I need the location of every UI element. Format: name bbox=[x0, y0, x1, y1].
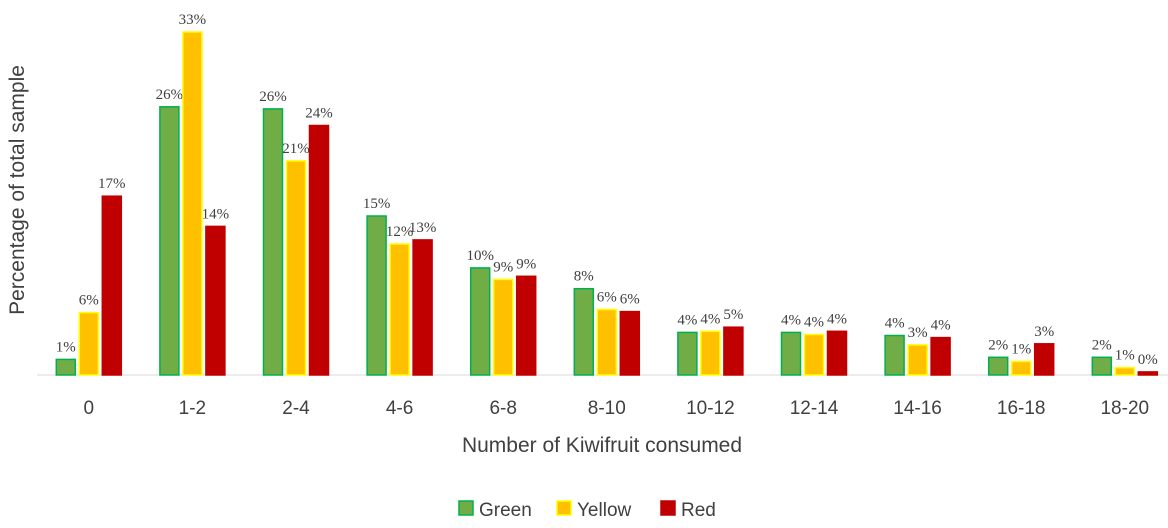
data-label-red: 3% bbox=[1034, 324, 1054, 340]
data-label-green: 2% bbox=[1092, 337, 1112, 353]
data-label-green: 1% bbox=[56, 339, 76, 355]
bar-green bbox=[262, 108, 284, 376]
bars-group: 1%6%17%26%33%14%26%21%24%15%12%13%10%9% 9… bbox=[55, 12, 1159, 376]
bar-red bbox=[826, 330, 848, 376]
bar-red bbox=[308, 124, 330, 376]
bar-red bbox=[619, 310, 641, 376]
legend-label-red: Red bbox=[681, 500, 716, 521]
data-label-green: 2% bbox=[988, 337, 1008, 353]
data-label-red: 13% bbox=[409, 220, 437, 236]
x-tick-label: 10-12 bbox=[686, 398, 735, 419]
x-axis-title: Number of Kiwifruit consumed bbox=[462, 434, 742, 457]
bar-green bbox=[366, 215, 387, 376]
y-axis-title: Percentage of total sample bbox=[6, 65, 29, 315]
bar-green bbox=[987, 356, 1009, 376]
data-label-green: 26% bbox=[259, 89, 287, 105]
data-label-yellow: 1% bbox=[1011, 342, 1031, 358]
data-label-red: 4% bbox=[827, 311, 847, 327]
bar-red bbox=[412, 239, 433, 376]
legend-swatch-yellow bbox=[556, 500, 572, 516]
x-tick-label: 18-20 bbox=[1100, 398, 1149, 419]
bar-yellow bbox=[78, 311, 100, 376]
data-label-red: 4% bbox=[931, 318, 951, 334]
bar-red bbox=[101, 195, 123, 376]
bar-red bbox=[1137, 371, 1159, 376]
data-label-red: 6% bbox=[620, 292, 640, 308]
legend-label-green: Green bbox=[479, 500, 532, 521]
legend: Green Yellow Red bbox=[458, 500, 716, 521]
bar-red bbox=[1033, 343, 1055, 376]
data-label-yellow: 4% bbox=[700, 311, 720, 327]
data-label-red: 24% bbox=[305, 106, 333, 122]
bar-green bbox=[469, 267, 491, 376]
data-label-yellow: 6% bbox=[79, 293, 99, 309]
bar-red bbox=[515, 275, 537, 376]
data-label-red: 5% bbox=[723, 307, 743, 323]
bar-green bbox=[159, 106, 180, 376]
bar-yellow bbox=[285, 160, 307, 376]
data-label-green: 10% bbox=[466, 248, 494, 264]
data-label-green: 4% bbox=[781, 312, 801, 328]
bar-yellow bbox=[907, 344, 928, 376]
bar-green bbox=[1091, 356, 1113, 376]
bar-red bbox=[205, 225, 226, 376]
bar-red bbox=[723, 326, 744, 376]
x-tick-label: 4-6 bbox=[386, 398, 413, 419]
legend-swatch-green bbox=[458, 500, 474, 516]
data-label-yellow: 21% bbox=[282, 141, 310, 157]
bar-green bbox=[780, 331, 802, 376]
data-label-red: 14% bbox=[202, 206, 230, 222]
bar-yellow bbox=[389, 243, 410, 376]
bar-yellow bbox=[1114, 366, 1136, 376]
data-label-red: 9% bbox=[516, 256, 536, 272]
bar-green bbox=[573, 287, 595, 376]
data-label-red: 0% bbox=[1138, 352, 1158, 368]
data-label-green: 26% bbox=[156, 87, 184, 103]
bar-red bbox=[930, 336, 951, 376]
data-label-yellow: 6% bbox=[597, 290, 617, 306]
x-tick-label: 0 bbox=[84, 398, 95, 419]
data-label-yellow: 33% bbox=[179, 12, 207, 28]
bar-yellow bbox=[1010, 360, 1032, 376]
bar-green bbox=[55, 358, 77, 376]
bar-yellow bbox=[182, 31, 203, 376]
bar-green bbox=[677, 331, 698, 376]
data-label-green: 4% bbox=[677, 312, 697, 328]
data-label-yellow: 1% bbox=[1115, 348, 1135, 364]
data-label-yellow: 9% bbox=[493, 259, 513, 275]
data-label-yellow: 4% bbox=[804, 315, 824, 331]
bar-yellow bbox=[700, 330, 721, 376]
bar-green bbox=[884, 334, 905, 376]
x-tick-label: 6-8 bbox=[489, 398, 516, 419]
bar-yellow bbox=[596, 308, 618, 376]
bar-yellow bbox=[803, 333, 825, 376]
data-label-yellow: 12% bbox=[386, 224, 414, 240]
x-tick-label: 2-4 bbox=[282, 398, 310, 419]
x-tick-labels: 0 1-2 2-4 4-6 6-8 8-10 10-12 12-14 14-16 16-18 18-… bbox=[84, 398, 1150, 419]
x-tick-label: 14-16 bbox=[893, 398, 942, 419]
x-tick-label: 8-10 bbox=[588, 398, 626, 419]
data-label-green: 15% bbox=[363, 196, 391, 212]
legend-swatch-red bbox=[660, 500, 676, 516]
data-label-green: 8% bbox=[574, 269, 594, 285]
x-tick-label: 16-18 bbox=[997, 398, 1046, 419]
bar-yellow bbox=[492, 278, 514, 376]
data-label-green: 4% bbox=[885, 316, 905, 332]
data-label-red: 17% bbox=[98, 176, 126, 192]
x-tick-label: 1-2 bbox=[179, 398, 206, 419]
x-tick-label: 12-14 bbox=[790, 398, 839, 419]
legend-label-yellow: Yellow bbox=[577, 500, 632, 521]
data-label-yellow: 3% bbox=[908, 325, 928, 341]
